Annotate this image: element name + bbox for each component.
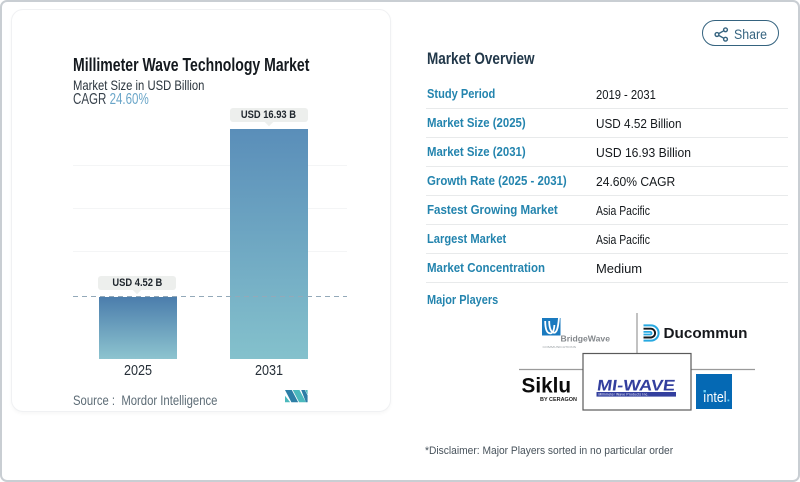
svg-text:Ducommun: Ducommun xyxy=(664,326,748,342)
svg-text:COMMUNICATIONS: COMMUNICATIONS xyxy=(543,345,577,349)
svg-text:ıntel: ıntel xyxy=(703,390,727,406)
svg-text:BY CERAGON: BY CERAGON xyxy=(540,397,577,403)
svg-text:Siklu: Siklu xyxy=(522,375,572,398)
svg-text:MI-WAVE: MI-WAVE xyxy=(596,378,676,395)
svg-text:BridgeWave: BridgeWave xyxy=(561,334,611,344)
svg-text:Millimeter Wave Products Inc.: Millimeter Wave Products Inc. xyxy=(599,393,649,397)
